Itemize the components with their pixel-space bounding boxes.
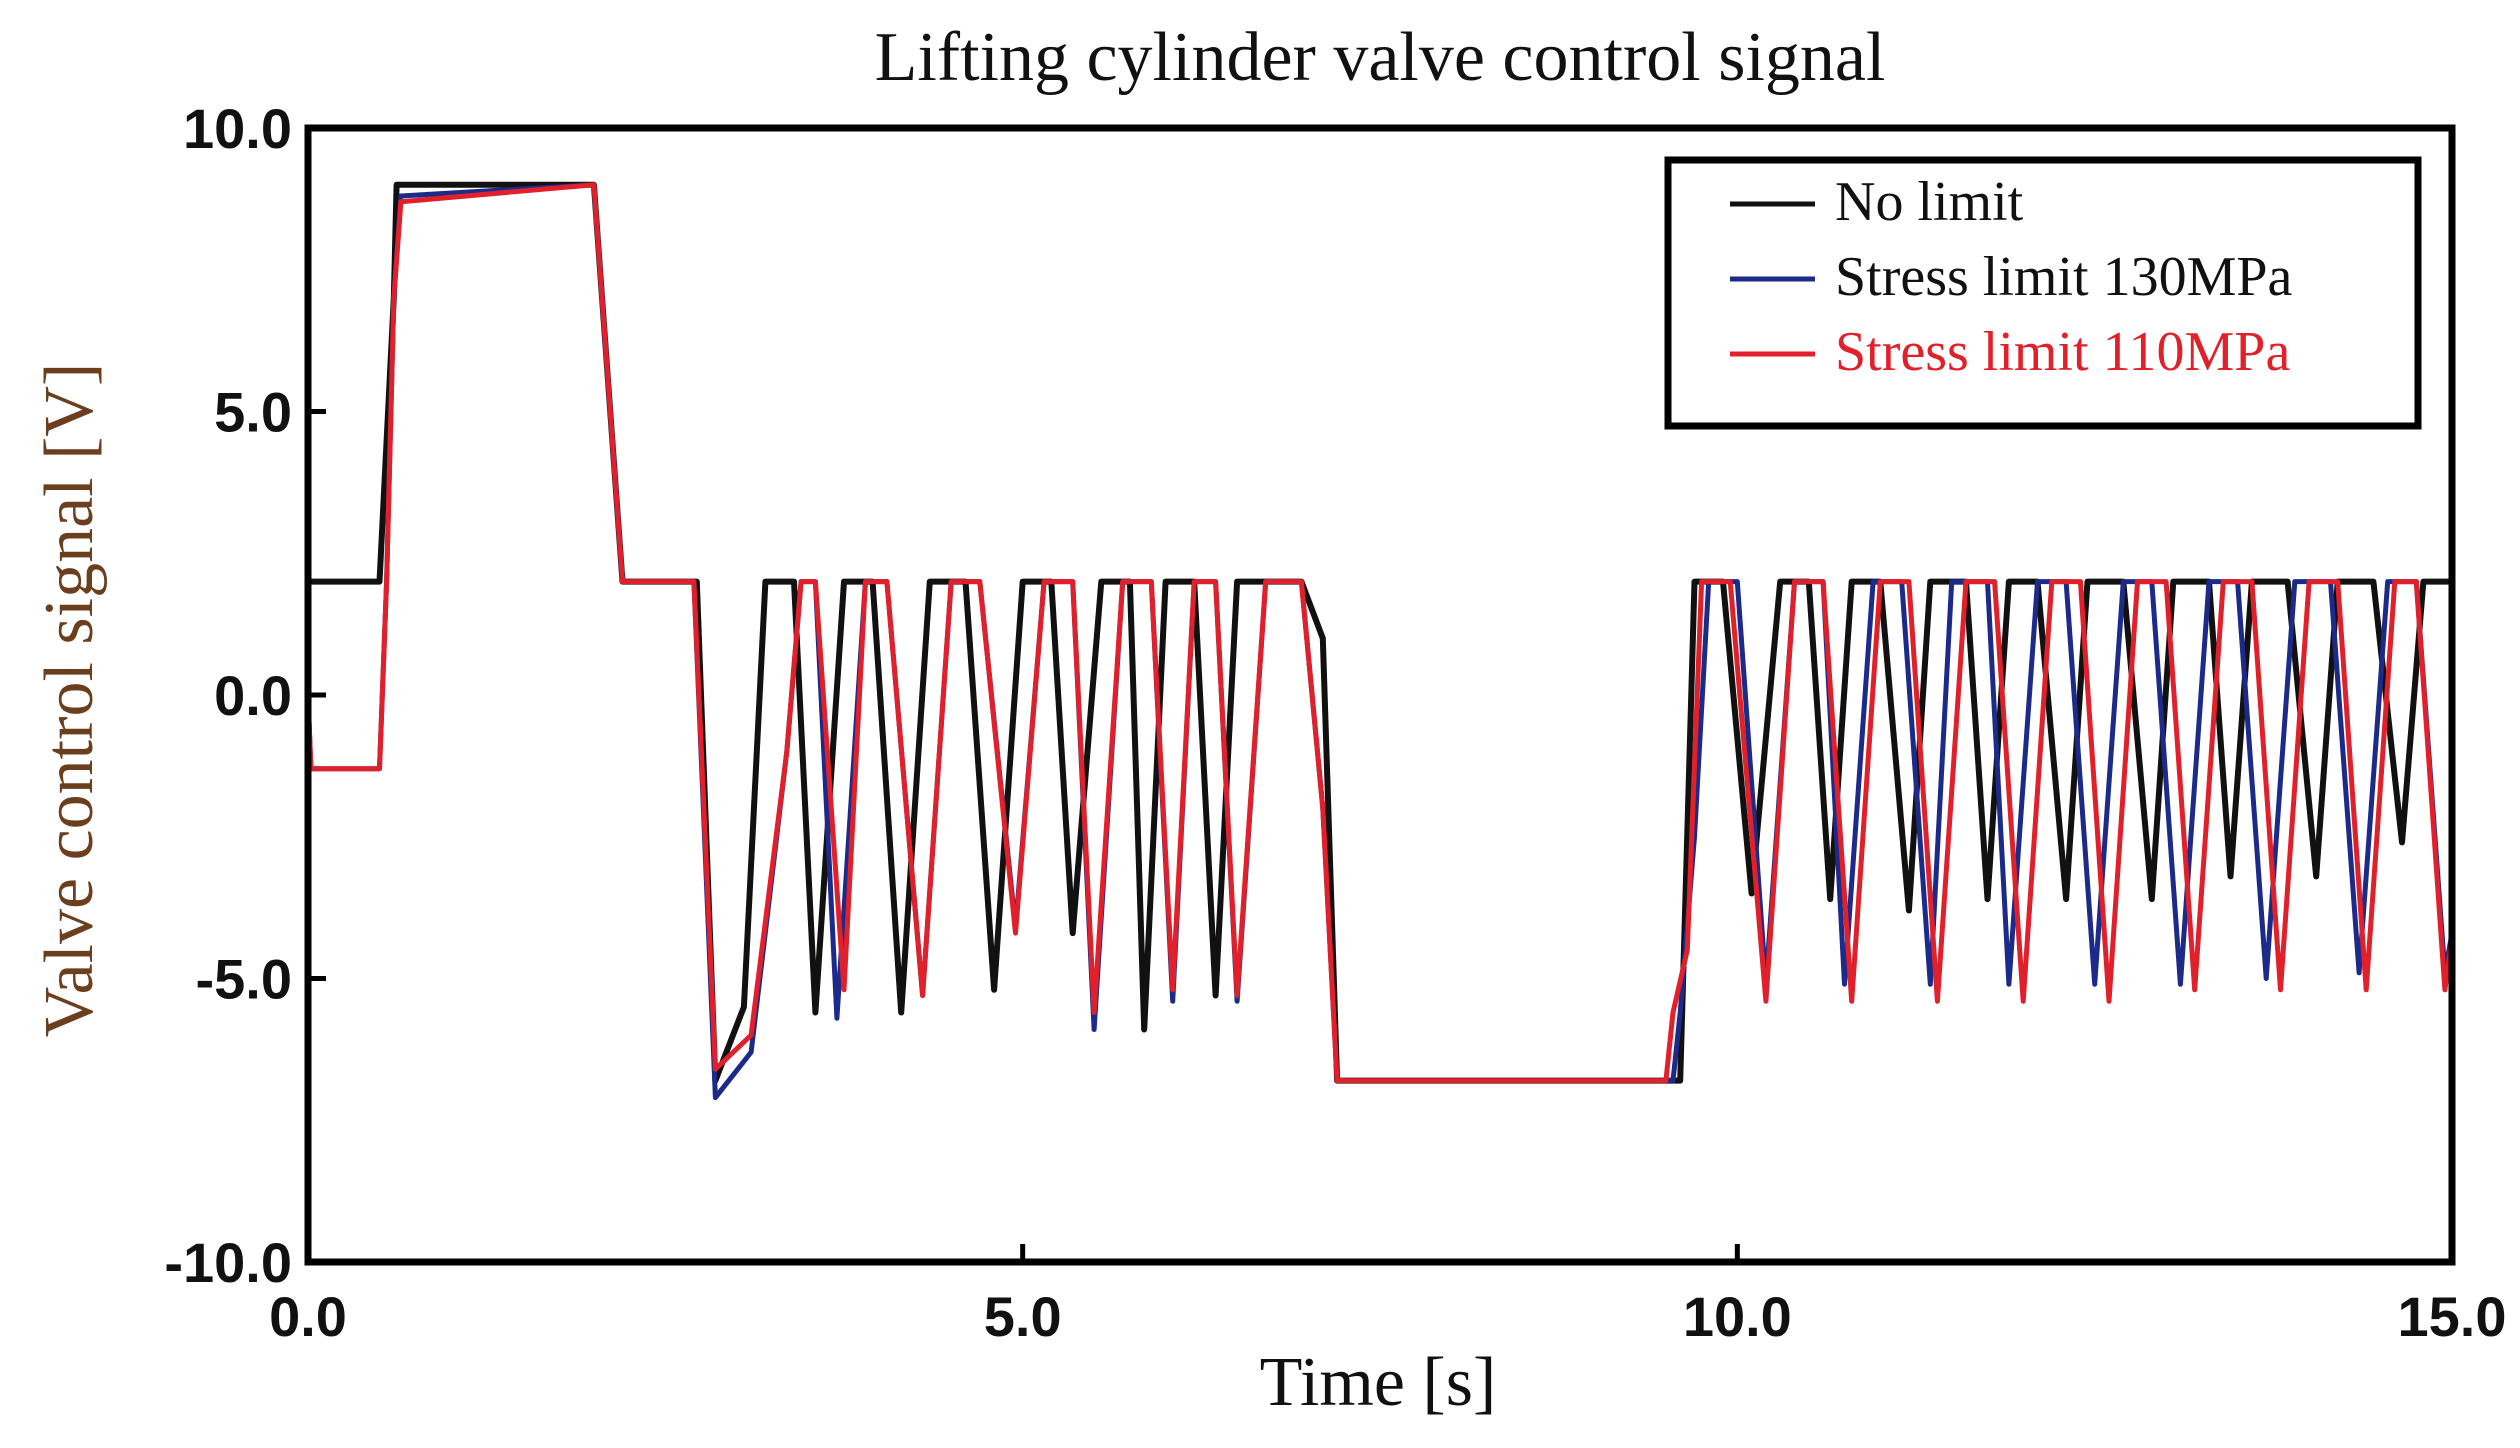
chart-title: Lifting cylinder valve control signal [875,19,1886,96]
y-axis-label: Valve control signal [V] [31,363,108,1038]
y-tick-label: 5.0 [214,381,292,444]
y-tick-label: -5.0 [196,948,293,1011]
tick-layer: 0.0 5.0 10.0 15.0 10.0 5.0 0.0 -5.0 -10.0 [164,97,2506,1348]
legend: No limit Stress limit 130MPa Stress limit … [1664,156,2422,430]
y-tick-label: 10.0 [183,97,292,160]
series-line-3 [305,182,2455,1084]
series-line-1 [308,181,2452,1084]
legend-label: No limit [1835,171,2024,233]
legend-label: Stress limit 130MPa [1835,246,2293,308]
y-tick-label: -10.0 [164,1231,292,1294]
x-tick-label: 0.0 [269,1285,347,1348]
x-tick-label: 15.0 [2398,1285,2507,1348]
x-axis-label: Time [s] [1260,1344,1497,1421]
legend-label: Stress limit 110MPa [1835,321,2290,383]
y-tick-label: 0.0 [214,664,292,727]
x-tick-label: 10.0 [1683,1285,1792,1348]
series-layer [305,181,2455,1101]
x-tick-label: 5.0 [984,1285,1062,1348]
legend-items: No limit Stress limit 130MPa Stress limit … [1730,171,2293,383]
